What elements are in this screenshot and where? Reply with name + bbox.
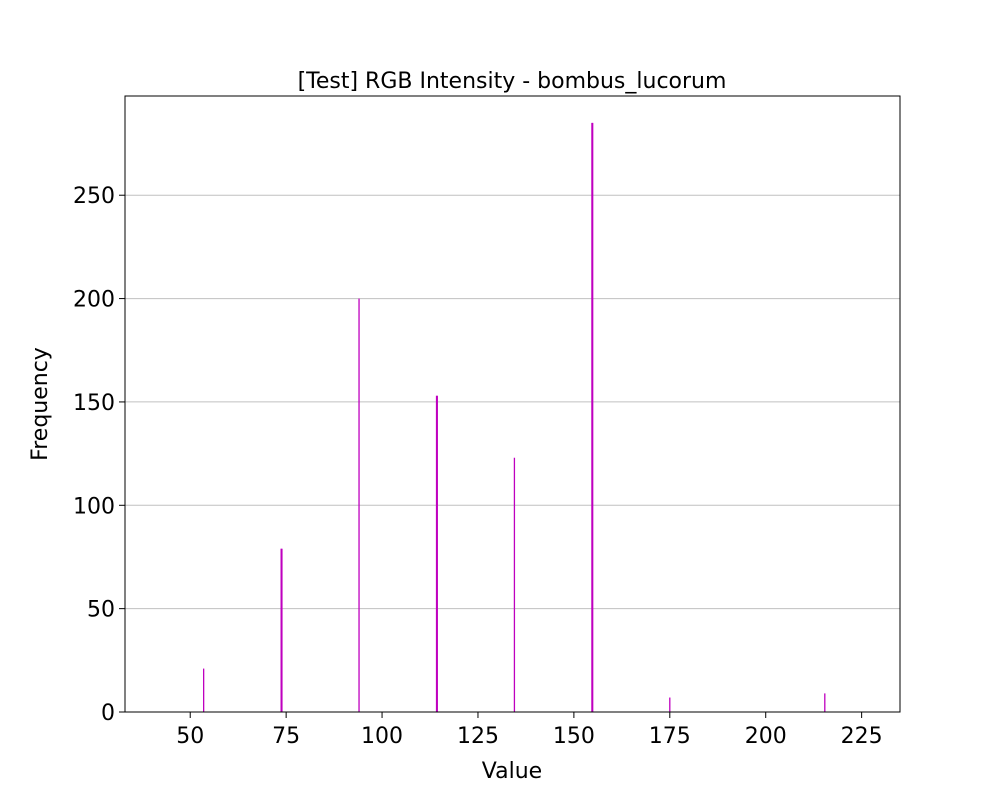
histogram-bar [669,697,671,712]
chart-title: [Test] RGB Intensity - bombus_lucorum [298,69,727,94]
y-tick-label: 250 [73,184,115,209]
y-tick-label: 100 [73,494,115,519]
histogram-bar [358,298,360,712]
histogram-bar [824,693,826,712]
y-axis-ticks: 0 50 100 150 200 250 [73,184,125,726]
x-tick-label: 200 [745,724,787,749]
histogram-bar [591,122,593,712]
y-axis-label: Frequency [28,347,53,461]
x-tick-label: 150 [553,724,595,749]
x-tick-label: 100 [361,724,403,749]
histogram-bar [280,548,282,712]
histogram-bars [203,122,826,712]
x-tick-label: 75 [272,724,300,749]
y-tick-label: 200 [73,288,115,313]
axes-frame [124,95,901,713]
y-tick-label: 0 [101,701,115,726]
y-gridlines [125,194,900,610]
x-tick-label: 50 [176,724,204,749]
x-tick-label: 225 [841,724,883,749]
x-tick-label: 175 [649,724,691,749]
histogram-bar [513,457,516,712]
histogram-bar [281,548,283,712]
x-tick-label: 125 [457,724,499,749]
y-tick-label: 150 [73,391,115,416]
histogram-bar [592,122,594,712]
x-axis-label: Value [482,759,542,784]
y-tick-label: 50 [87,598,115,623]
histogram-bar [436,395,438,712]
x-axis-ticks: 50 75 100 125 150 175 200 225 [176,712,883,749]
histogram-bar [435,395,438,712]
histogram-bar [203,668,205,712]
